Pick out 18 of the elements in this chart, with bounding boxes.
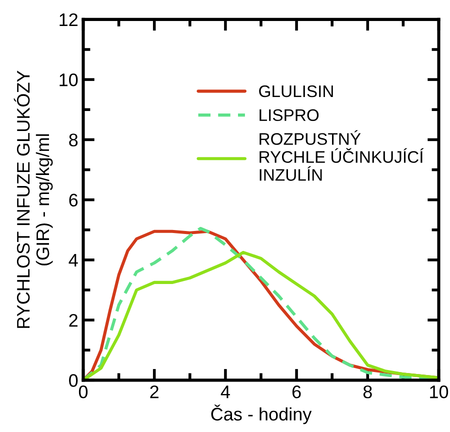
y-tick-label: 2 bbox=[69, 314, 78, 327]
x-tick-label: 10 bbox=[430, 386, 448, 398]
y-axis-title: RYCHLOST INFUZE GLUKÓZY (GIR) - mg/kg/ml bbox=[14, 70, 53, 328]
y-tick-label: 8 bbox=[69, 134, 78, 146]
legend-label: ROZPUSTNÝ RYCHLE ÚČINKUJÍCÍ INZULÍN bbox=[260, 130, 424, 181]
y-tick-label: 0 bbox=[69, 374, 78, 387]
x-tick-label: 6 bbox=[292, 386, 301, 398]
y-tick-label: 6 bbox=[69, 194, 78, 207]
y-tick-label: 12 bbox=[60, 13, 78, 26]
x-tick-label: 2 bbox=[150, 386, 158, 398]
legend-label: GLULISIN bbox=[259, 85, 333, 98]
y-tick-label: 4 bbox=[68, 254, 78, 266]
y-tick-label: 10 bbox=[60, 73, 78, 86]
x-tick-label: 0 bbox=[78, 386, 88, 398]
x-axis-title: Čas - hodiny bbox=[211, 404, 312, 424]
x-tick-label: 4 bbox=[220, 386, 230, 398]
legend-label: LISPRO bbox=[260, 109, 319, 122]
x-tick-label: 8 bbox=[363, 386, 372, 398]
